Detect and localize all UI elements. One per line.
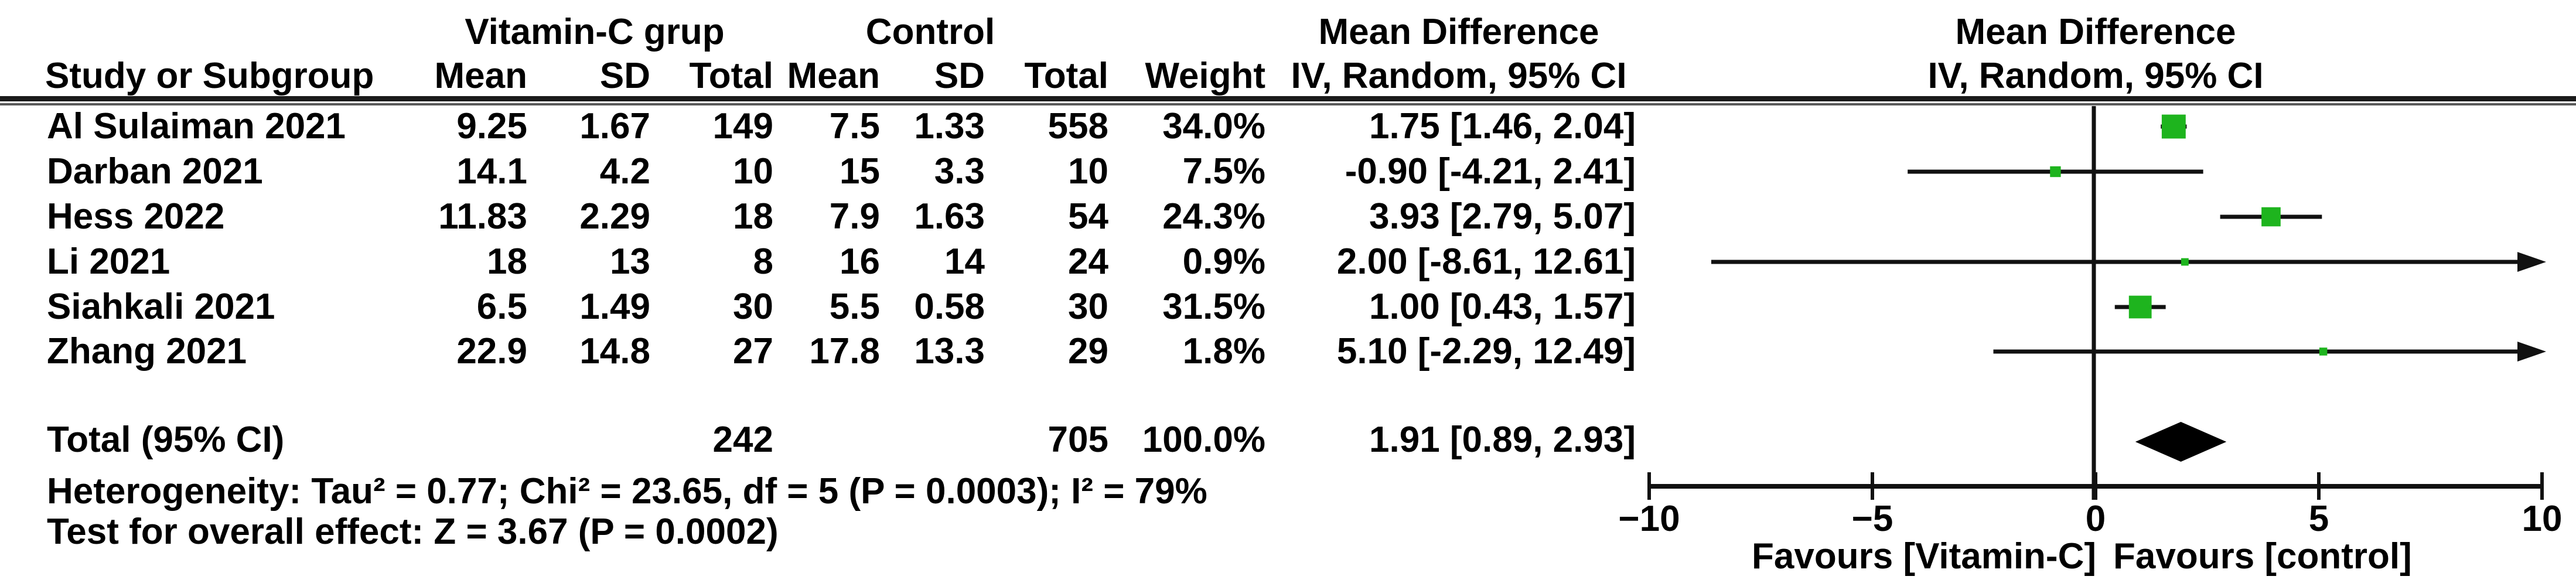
total2-value: 10 [1068,151,1108,192]
header-rule-dark [0,96,2576,101]
mean2-value: 5.5 [829,287,880,327]
sd1-value: 1.49 [579,287,650,327]
axis-tick-label: 0 [2086,499,2106,539]
mean2-value: 7.5 [829,106,880,146]
total2-value: 54 [1068,196,1108,237]
mean1-value: 18 [487,241,527,282]
mean1-value: 22.9 [456,331,527,371]
col-header-total1: Total [689,56,774,96]
effect-square [2050,166,2061,178]
effect-square [2128,295,2152,319]
total2-value: 30 [1068,287,1108,327]
study-name: Darban 2021 [47,151,263,192]
total2-sum: 705 [1048,420,1108,460]
sd1-value: 1.67 [579,106,650,146]
ci-text: 1.75 [1.46, 2.04] [1369,106,1636,146]
group-header-mean-difference-left: Mean Difference [1318,12,1599,52]
arrow-right-icon [2517,342,2546,362]
overall-effect-note: Test for overall effect: Z = 3.67 (P = 0… [47,512,779,552]
ci-text: -0.90 [-4.21, 2.41] [1345,151,1636,192]
heterogeneity-note: Heterogeneity: Tau² = 0.77; Chi² = 23.65… [47,471,1207,512]
mean1-value: 6.5 [476,287,527,327]
sd2-value: 3.3 [934,151,985,192]
total1-value: 27 [733,331,773,371]
total2-value: 24 [1068,241,1108,282]
sd1-value: 13 [610,241,650,282]
study-name: Siahkali 2021 [47,287,275,327]
col-header-ci-left: IV, Random, 95% CI [1291,56,1627,96]
col-header-ci-right: IV, Random, 95% CI [1927,56,2264,96]
axis-tick-label: 10 [2522,499,2563,539]
ci-text: 2.00 [-8.61, 12.61] [1336,241,1636,282]
group-header-vitamin-c: Vitamin-C grup [465,12,725,52]
weight-value: 7.5% [1182,151,1265,192]
col-header-sd1: SD [599,56,650,96]
total1-value: 18 [733,196,773,237]
sd2-value: 0.58 [914,287,985,327]
col-header-sd2: SD [934,56,985,96]
arrow-right-icon [2517,252,2546,272]
group-header-control: Control [865,12,995,52]
col-header-mean1: Mean [434,56,527,96]
sd2-value: 14 [944,241,985,282]
weight-value: 24.3% [1162,196,1265,237]
col-header-mean2: Mean [787,56,880,96]
total1-value: 30 [733,287,773,327]
weight-value: 34.0% [1162,106,1265,146]
ci-text: 5.10 [-2.29, 12.49] [1336,331,1636,371]
total-ci-text: 1.91 [0.89, 2.93] [1369,420,1636,460]
study-name: Al Sulaiman 2021 [47,106,346,146]
effect-square [2181,258,2189,266]
study-name: Zhang 2021 [47,331,247,371]
study-name: Li 2021 [47,241,170,282]
total1-value: 8 [753,241,773,282]
mean2-value: 17.8 [809,331,880,371]
sd2-value: 1.63 [914,196,985,237]
total2-value: 29 [1068,331,1108,371]
study-name: Hess 2022 [47,196,225,237]
sd2-value: 1.33 [914,106,985,146]
total-diamond [2135,422,2227,462]
sd1-value: 14.8 [579,331,650,371]
col-header-weight: Weight [1145,56,1266,96]
favours-left-label: Favours [Vitamin-C] [1752,536,2096,577]
weight-value: 1.8% [1182,331,1265,371]
effect-square [2261,207,2281,227]
ci-text: 3.93 [2.79, 5.07] [1369,196,1636,237]
mean1-value: 14.1 [456,151,527,192]
mean1-value: 11.83 [438,196,527,237]
col-header-total2: Total [1024,56,1109,96]
total-weight: 100.0% [1142,420,1265,460]
axis-tick-label: −5 [1852,499,1893,539]
sd1-value: 4.2 [599,151,650,192]
weight-value: 31.5% [1162,287,1265,327]
group-header-mean-difference-right: Mean Difference [1955,12,2236,52]
sd2-value: 13.3 [914,331,985,371]
effect-square [2319,347,2328,356]
sd1-value: 2.29 [579,196,650,237]
mean1-value: 9.25 [456,106,527,146]
axis-tick-label: −10 [1618,499,1680,539]
total1-sum: 242 [712,420,773,460]
favours-right-label: Favours [control] [2113,536,2412,577]
effect-square [2161,114,2186,139]
mean2-value: 16 [840,241,880,282]
mean2-value: 7.9 [829,196,880,237]
header-rule-gray [0,103,2576,105]
axis-tick-label: 5 [2309,499,2329,539]
weight-value: 0.9% [1182,241,1265,282]
total1-value: 10 [733,151,773,192]
mean2-value: 15 [840,151,880,192]
total-row-label: Total (95% CI) [47,420,285,460]
col-header-study: Study or Subgroup [45,56,374,96]
total1-value: 149 [712,106,773,146]
total2-value: 558 [1048,106,1108,146]
ci-text: 1.00 [0.43, 1.57] [1369,287,1636,327]
